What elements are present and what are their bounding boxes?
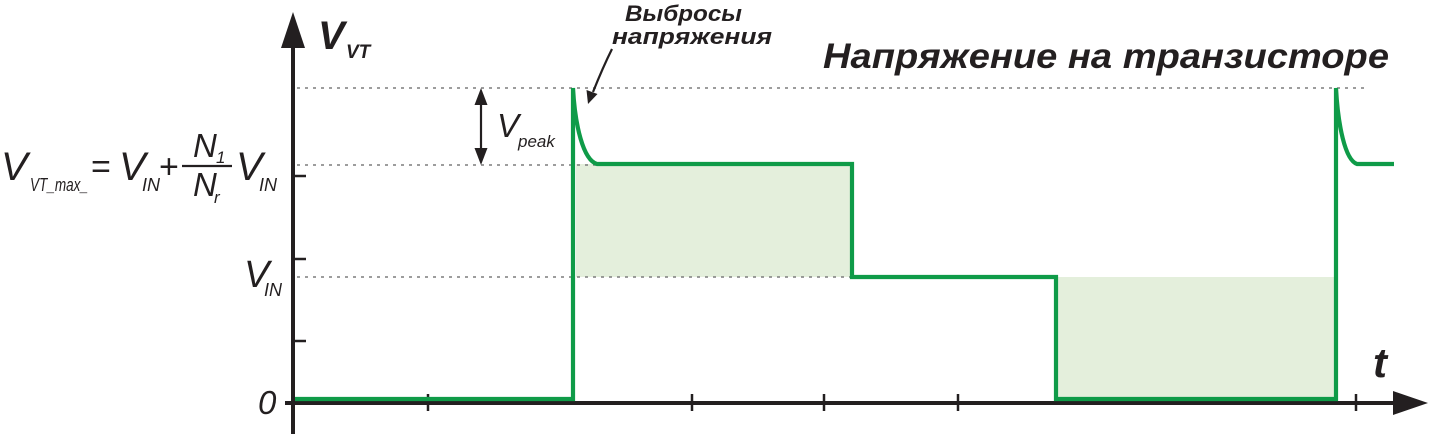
guide-lines [297, 87, 1366, 278]
formula-equals: = [91, 148, 111, 186]
voltage-waveform [295, 87, 1394, 402]
origin-label: 0 [258, 384, 277, 421]
shaded-region-high [576, 164, 852, 277]
y-axis-label-main: V [318, 14, 348, 58]
pointer-arrow-icon [586, 90, 598, 104]
y-axis-label-subscript: VT [346, 42, 372, 63]
y-axis-arrow-icon [281, 12, 305, 48]
formula-numerator-main: N [193, 127, 217, 164]
shaded-region-low [1058, 277, 1336, 399]
formula-term2-subscript: IN [259, 175, 278, 195]
formula-lhs-main: V [1, 145, 31, 189]
y-axis-ticks [293, 174, 306, 343]
v-peak-subscript: peak [517, 132, 556, 151]
arrow-down-icon [474, 148, 488, 165]
x-axis-arrow-icon [1393, 391, 1428, 415]
spike-annotation: Выбросы напряжения [586, 1, 772, 104]
annotation-line-2: напряжения [612, 24, 772, 49]
formula-lhs-subscript: VT_max_ [30, 175, 88, 195]
arrow-up-icon [474, 88, 488, 105]
annotation-pointer [591, 48, 613, 93]
annotation-line-1: Выбросы [625, 1, 742, 26]
formula-term1-main: V [119, 145, 149, 189]
formula-term2-main: V [236, 145, 266, 189]
formula-denominator-subscript: r [214, 188, 221, 207]
axes [281, 12, 1428, 434]
shaded-regions [576, 164, 1336, 399]
formula-denominator-main: N [193, 166, 217, 203]
formula-term1-subscript: IN [142, 175, 161, 195]
v-peak-dimension: V peak [474, 88, 556, 165]
v-in-label-main: V [244, 254, 273, 296]
v-peak-label: V [497, 107, 522, 144]
y-axis-label: V VT [318, 14, 372, 63]
v-in-label-subscript: IN [264, 280, 283, 300]
formula-numerator-subscript: 1 [216, 148, 225, 167]
formula-plus: + [159, 148, 179, 186]
v-in-level-label: V IN [244, 254, 283, 300]
vt-max-formula: V VT_max_ = V IN + N 1 N r V IN [1, 127, 278, 207]
x-axis-label: t [1373, 339, 1389, 386]
diagram-title: Напряжение на транзисторе [823, 37, 1389, 76]
